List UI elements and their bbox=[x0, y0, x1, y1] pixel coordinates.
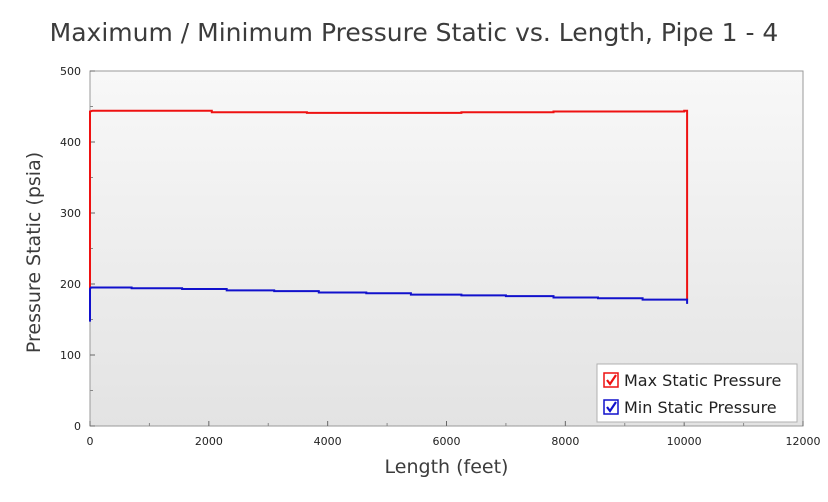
x-tick-label: 8000 bbox=[551, 435, 579, 448]
x-tick-label: 10000 bbox=[667, 435, 702, 448]
legend: Max Static Pressure Min Static Pressure bbox=[596, 363, 798, 423]
axis-ticks: 0 2000 4000 6000 8000 10000 12000 0 100 200 300 400… bbox=[60, 65, 821, 448]
legend-box bbox=[596, 363, 798, 423]
y-tick-label: 200 bbox=[60, 278, 81, 291]
y-tick-label: 300 bbox=[60, 207, 81, 220]
legend-label-min: Min Static Pressure bbox=[624, 398, 777, 417]
y-tick-label: 400 bbox=[60, 136, 81, 149]
x-tick-label: 4000 bbox=[314, 435, 342, 448]
checkmark-icon bbox=[606, 374, 617, 386]
x-tick-label: 0 bbox=[87, 435, 94, 448]
y-tick-label: 100 bbox=[60, 349, 81, 362]
chart-title: Maximum / Minimum Pressure Static vs. Le… bbox=[49, 18, 779, 47]
x-tick-label: 2000 bbox=[195, 435, 223, 448]
checkmark-icon bbox=[606, 401, 617, 413]
y-tick-label: 0 bbox=[74, 420, 81, 433]
series-layer bbox=[89, 109, 689, 322]
y-tick-label: 500 bbox=[60, 65, 81, 78]
series-line-min-static-pressure bbox=[89, 286, 689, 322]
y-axis-label: Pressure Static (psia) bbox=[23, 152, 45, 353]
legend-label-max: Max Static Pressure bbox=[624, 371, 781, 390]
x-axis-label: Length (feet) bbox=[385, 456, 509, 478]
x-tick-label: 6000 bbox=[433, 435, 461, 448]
series-line-max-static-pressure bbox=[89, 109, 689, 300]
x-tick-label: 12000 bbox=[786, 435, 821, 448]
